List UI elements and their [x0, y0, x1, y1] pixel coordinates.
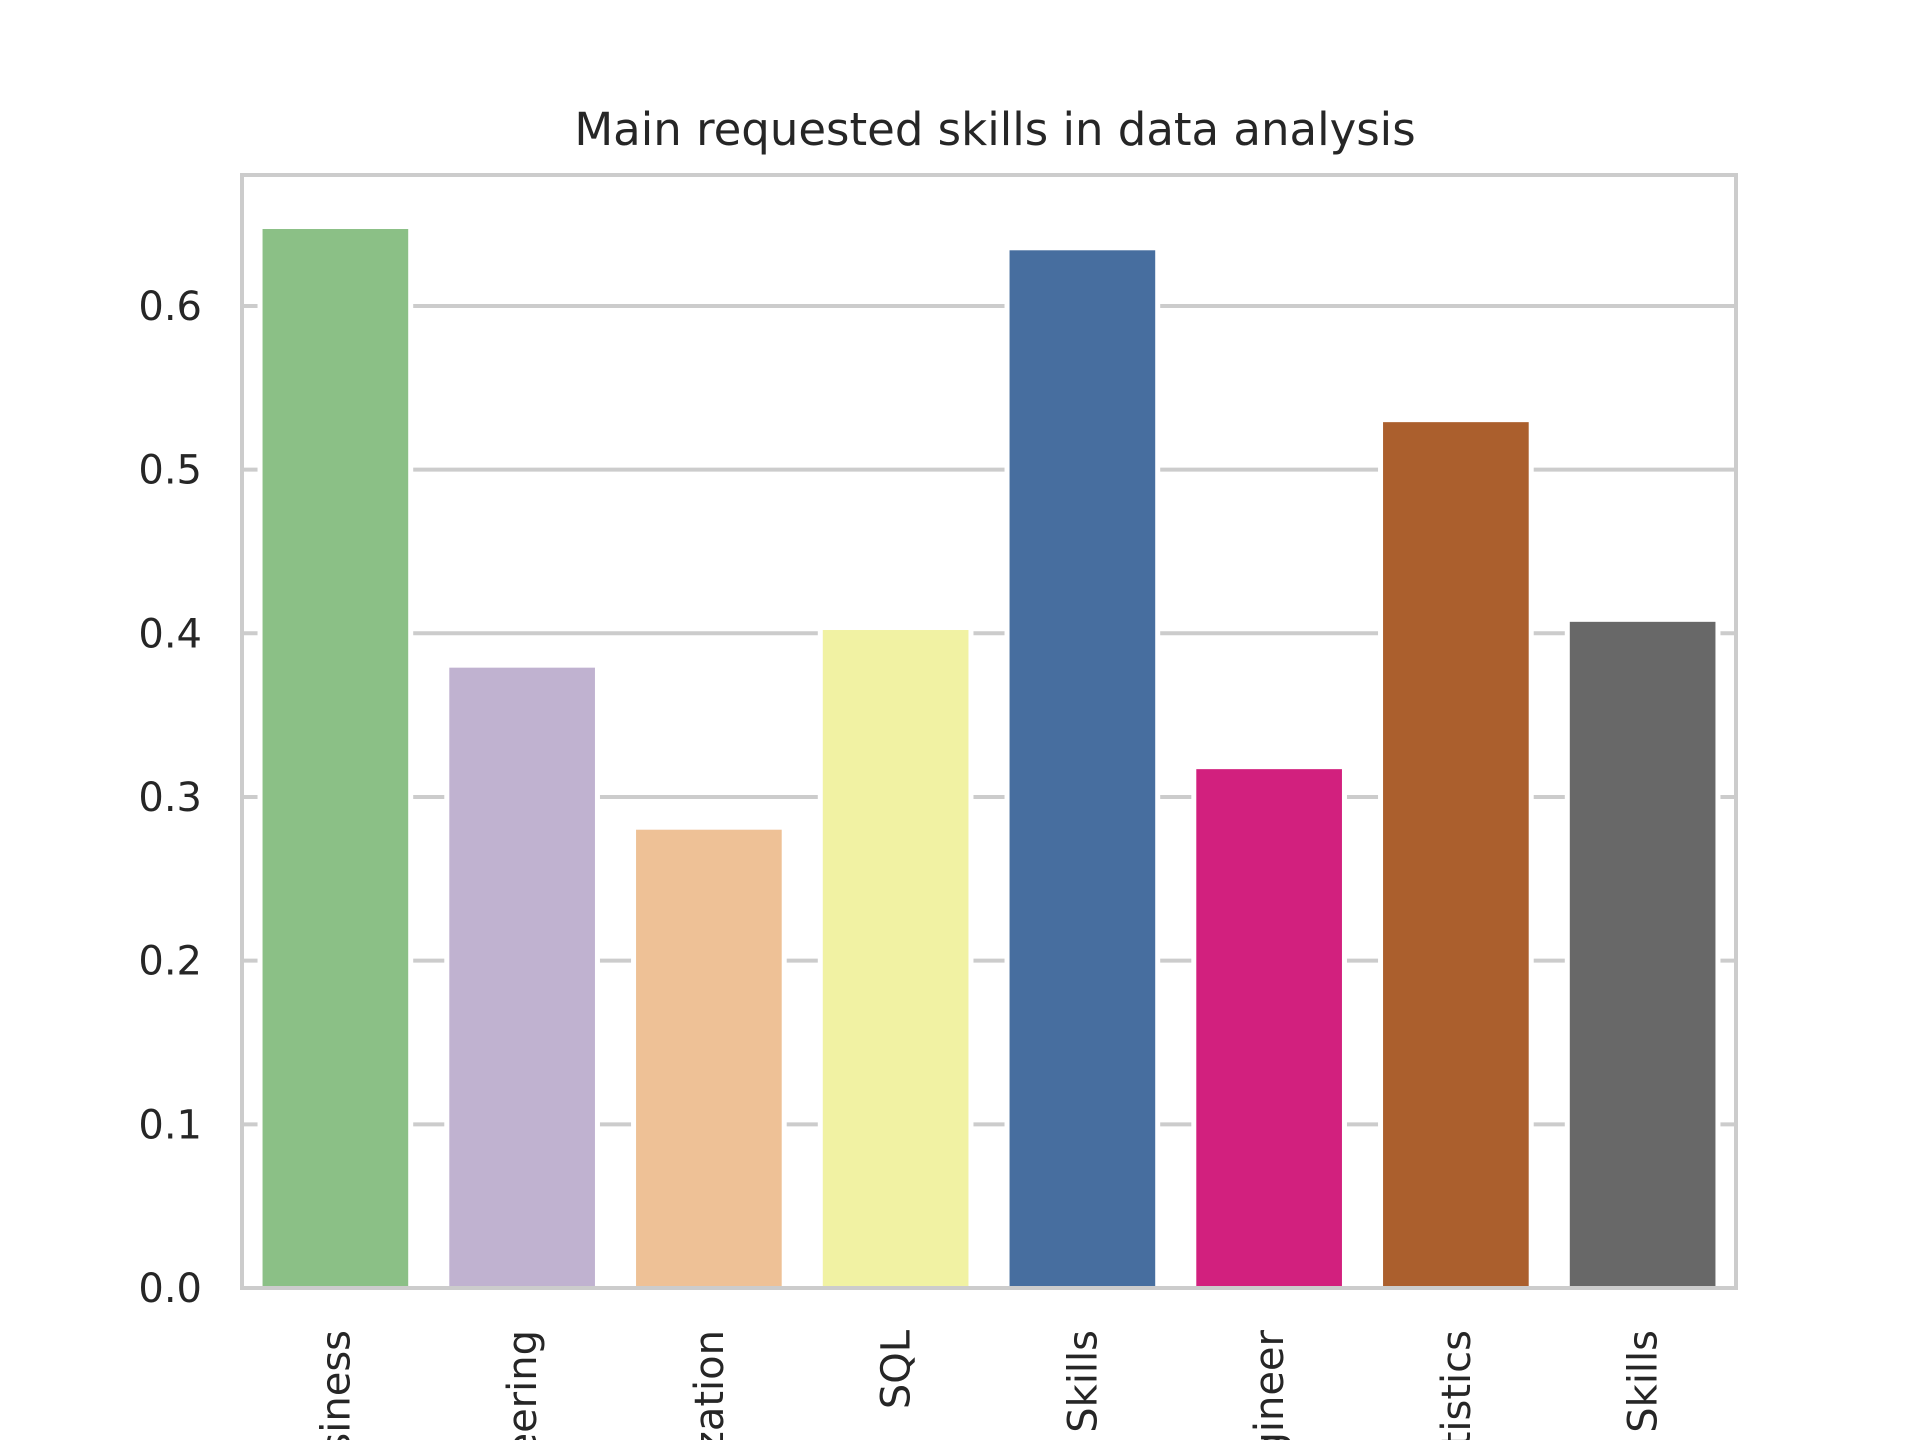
y-tick-label: 0.4 — [138, 611, 202, 657]
bar — [449, 667, 595, 1286]
chart-title: Main requested skills in data analysis — [574, 103, 1415, 156]
bar — [636, 829, 782, 1286]
bar — [1009, 250, 1156, 1287]
x-tick-label: siness — [313, 1330, 359, 1440]
plot-frame — [240, 173, 1738, 1290]
bars — [257, 224, 1721, 1289]
bar — [822, 630, 969, 1286]
bar — [1383, 422, 1529, 1286]
x-tick-label: eering — [500, 1330, 546, 1440]
x-tick-label: SQL — [874, 1329, 920, 1409]
bar — [1569, 621, 1716, 1286]
x-tick-label: Skills — [1621, 1330, 1667, 1433]
x-tick-labels: siness eering zation SQL Skills gineer tistics… — [313, 1329, 1667, 1444]
x-tick-label: gineer — [1247, 1329, 1293, 1440]
y-tick-label: 0.1 — [138, 1102, 202, 1148]
x-tick-label: tistics — [1434, 1330, 1480, 1440]
bar — [1196, 769, 1342, 1286]
bar — [262, 229, 409, 1287]
y-tick-label: 0.0 — [138, 1266, 202, 1312]
y-tick-label: 0.2 — [138, 939, 202, 985]
x-tick-label: Skills — [1060, 1330, 1106, 1433]
y-tick-labels: 0.0 0.1 0.2 0.3 0.4 0.5 0.6 — [138, 284, 202, 1312]
y-tick-label: 0.3 — [138, 775, 202, 821]
x-tick-label: zation — [687, 1330, 733, 1440]
y-tick-label: 0.6 — [138, 284, 202, 330]
y-tick-label: 0.5 — [138, 448, 202, 494]
